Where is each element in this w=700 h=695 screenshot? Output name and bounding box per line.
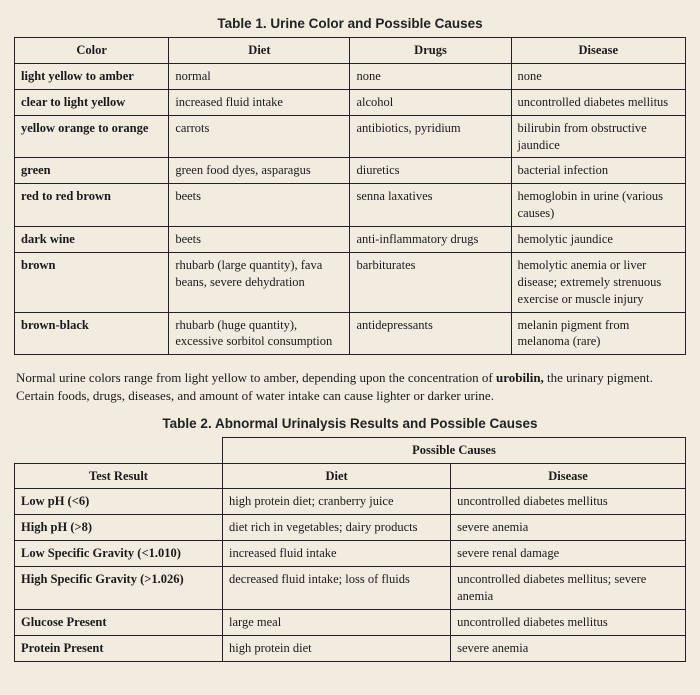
table-row: dark winebeetsanti-inflammatory drugshem…: [15, 227, 686, 253]
diet-cell: increased fluid intake: [223, 541, 451, 567]
test-cell: Low Specific Gravity (<1.010): [15, 541, 223, 567]
diet-cell: rhubarb (huge quantity), excessive sorbi…: [169, 312, 350, 355]
drugs-cell: diuretics: [350, 158, 511, 184]
table-row: High pH (>8)diet rich in vegetables; dai…: [15, 515, 686, 541]
table-row: brownrhubarb (large quantity), fava bean…: [15, 252, 686, 312]
color-cell: red to red brown: [15, 184, 169, 227]
drugs-cell: antidepressants: [350, 312, 511, 355]
drugs-cell: anti-inflammatory drugs: [350, 227, 511, 253]
table-row: light yellow to ambernormalnonenone: [15, 63, 686, 89]
disease-cell: severe anemia: [451, 635, 686, 661]
diet-cell: decreased fluid intake; loss of fluids: [223, 567, 451, 610]
table-row: Low pH (<6)high protein diet; cranberry …: [15, 489, 686, 515]
drugs-cell: senna laxatives: [350, 184, 511, 227]
diet-cell: diet rich in vegetables; dairy products: [223, 515, 451, 541]
diet-cell: normal: [169, 63, 350, 89]
disease-cell: uncontrolled diabetes mellitus; severe a…: [451, 567, 686, 610]
diet-cell: beets: [169, 227, 350, 253]
color-cell: dark wine: [15, 227, 169, 253]
table-row: red to red brownbeetssenna laxativeshemo…: [15, 184, 686, 227]
table-row: High Specific Gravity (>1.026)decreased …: [15, 567, 686, 610]
table-row: Low Specific Gravity (<1.010)increased f…: [15, 541, 686, 567]
disease-cell: uncontrolled diabetes mellitus: [451, 489, 686, 515]
disease-cell: severe anemia: [451, 515, 686, 541]
table2-group-header: Possible Causes: [223, 437, 686, 463]
table2-group-row: Possible Causes: [15, 437, 686, 463]
disease-cell: bacterial infection: [511, 158, 685, 184]
table2-title: Table 2. Abnormal Urinalysis Results and…: [14, 416, 686, 431]
disease-cell: severe renal damage: [451, 541, 686, 567]
diet-cell: carrots: [169, 115, 350, 158]
test-cell: Low pH (<6): [15, 489, 223, 515]
disease-cell: uncontrolled diabetes mellitus: [451, 609, 686, 635]
table1-header: Drugs: [350, 38, 511, 64]
table-row: Glucose Presentlarge mealuncontrolled di…: [15, 609, 686, 635]
table2-header: Diet: [223, 463, 451, 489]
table2-blank-cell: [15, 437, 223, 463]
paragraph-pre: Normal urine colors range from light yel…: [16, 370, 496, 385]
drugs-cell: none: [350, 63, 511, 89]
table1-header: Color: [15, 38, 169, 64]
disease-cell: melanin pigment from melanoma (rare): [511, 312, 685, 355]
color-cell: light yellow to amber: [15, 63, 169, 89]
disease-cell: hemoglobin in urine (various causes): [511, 184, 685, 227]
table-row: yellow orange to orangecarrotsantibiotic…: [15, 115, 686, 158]
table-row: brown-blackrhubarb (huge quantity), exce…: [15, 312, 686, 355]
disease-cell: hemolytic anemia or liver disease; extre…: [511, 252, 685, 312]
table1: Color Diet Drugs Disease light yellow to…: [14, 37, 686, 355]
table2-body: Low pH (<6)high protein diet; cranberry …: [15, 489, 686, 661]
table1-title: Table 1. Urine Color and Possible Causes: [14, 16, 686, 31]
color-cell: green: [15, 158, 169, 184]
drugs-cell: barbiturates: [350, 252, 511, 312]
table1-header-row: Color Diet Drugs Disease: [15, 38, 686, 64]
table1-header: Disease: [511, 38, 685, 64]
color-cell: brown-black: [15, 312, 169, 355]
test-cell: High Specific Gravity (>1.026): [15, 567, 223, 610]
table2-header: Test Result: [15, 463, 223, 489]
disease-cell: uncontrolled diabetes mellitus: [511, 89, 685, 115]
diet-cell: high protein diet; cranberry juice: [223, 489, 451, 515]
test-cell: High pH (>8): [15, 515, 223, 541]
table-row: greengreen food dyes, asparagusdiuretics…: [15, 158, 686, 184]
paragraph-bold: urobilin,: [496, 370, 544, 385]
table1-header: Diet: [169, 38, 350, 64]
diet-cell: increased fluid intake: [169, 89, 350, 115]
diet-cell: rhubarb (large quantity), fava beans, se…: [169, 252, 350, 312]
drugs-cell: antibiotics, pyridium: [350, 115, 511, 158]
color-cell: brown: [15, 252, 169, 312]
diet-cell: beets: [169, 184, 350, 227]
disease-cell: hemolytic jaundice: [511, 227, 685, 253]
test-cell: Glucose Present: [15, 609, 223, 635]
diet-cell: green food dyes, asparagus: [169, 158, 350, 184]
body-paragraph: Normal urine colors range from light yel…: [16, 369, 684, 405]
table1-body: light yellow to ambernormalnonenoneclear…: [15, 63, 686, 354]
table-row: clear to light yellowincreased fluid int…: [15, 89, 686, 115]
diet-cell: high protein diet: [223, 635, 451, 661]
drugs-cell: alcohol: [350, 89, 511, 115]
table2: Possible Causes Test Result Diet Disease…: [14, 437, 686, 662]
table-row: Protein Presenthigh protein dietsevere a…: [15, 635, 686, 661]
table2-header-row: Test Result Diet Disease: [15, 463, 686, 489]
color-cell: yellow orange to orange: [15, 115, 169, 158]
test-cell: Protein Present: [15, 635, 223, 661]
color-cell: clear to light yellow: [15, 89, 169, 115]
disease-cell: bilirubin from obstructive jaundice: [511, 115, 685, 158]
disease-cell: none: [511, 63, 685, 89]
diet-cell: large meal: [223, 609, 451, 635]
table2-header: Disease: [451, 463, 686, 489]
